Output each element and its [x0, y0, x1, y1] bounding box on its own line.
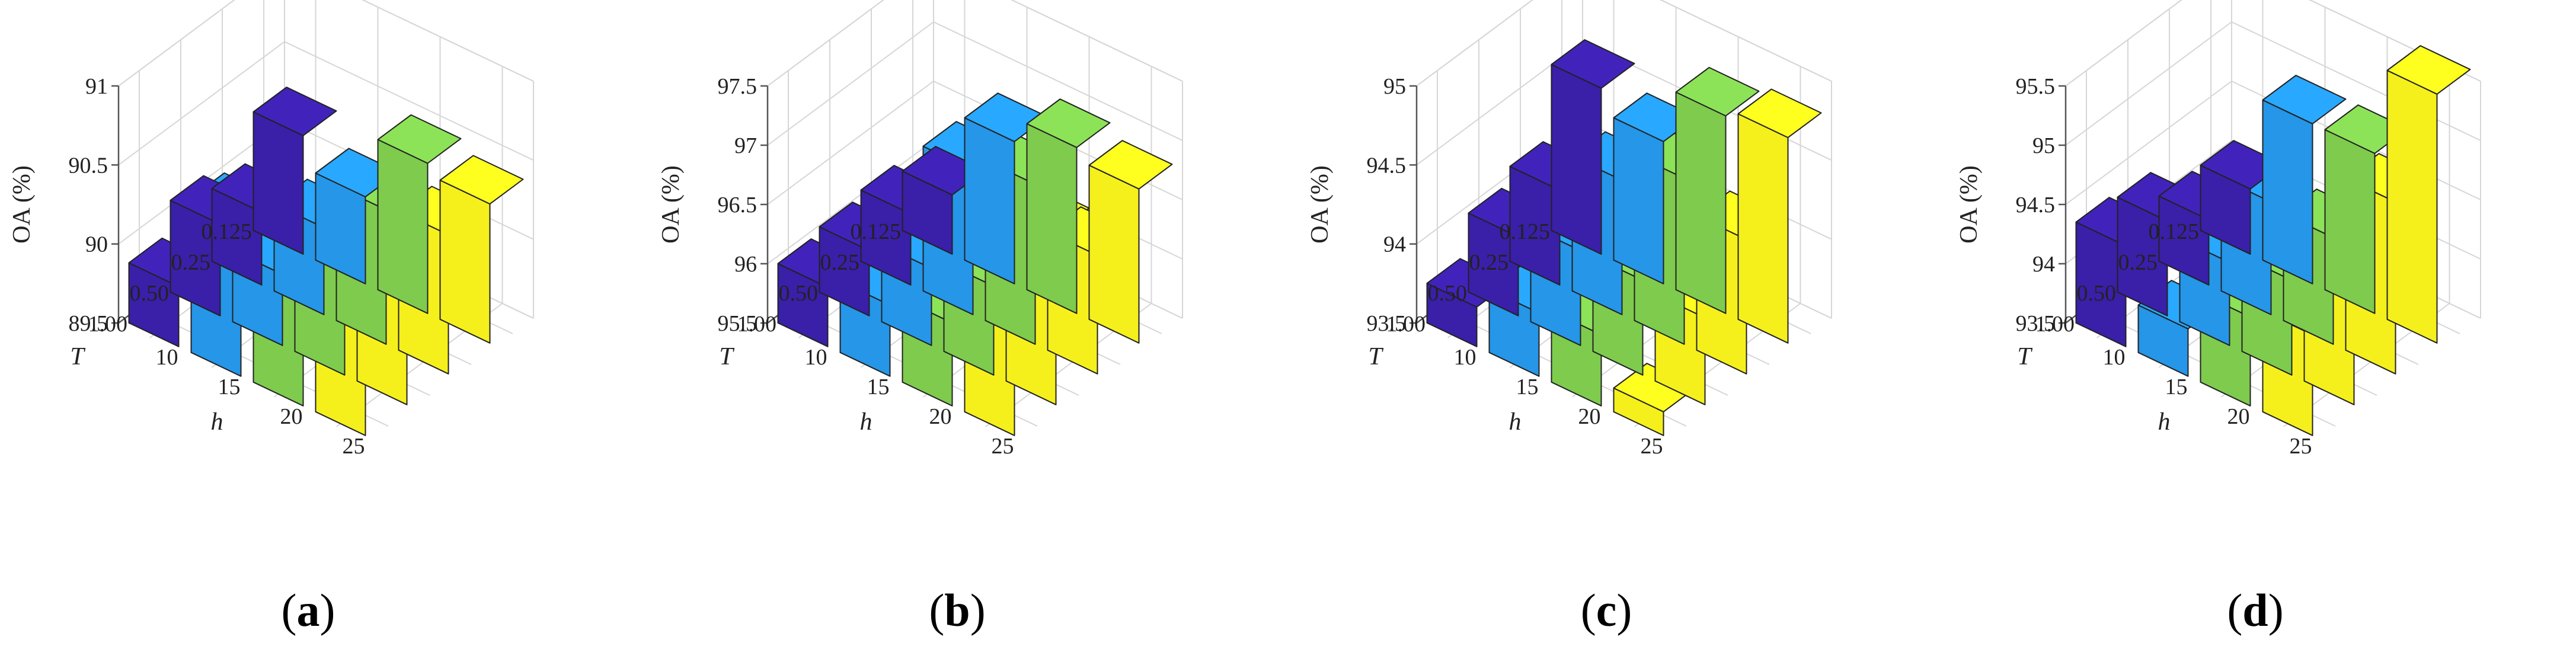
- T-tick-label: 0.125: [1500, 219, 1551, 244]
- caption-d: (d): [2227, 584, 2284, 636]
- h-tick-label: 10: [805, 345, 827, 370]
- T-axis-label: T: [70, 343, 85, 370]
- T-tick-label: 1.00: [2035, 312, 2075, 337]
- h-tick-label: 20: [929, 404, 952, 429]
- z-tick-label: 94.5: [1367, 153, 1407, 178]
- bar-h10-t0.125: [902, 146, 986, 255]
- bar-h10-t0.25: [860, 165, 945, 286]
- z-axis-label: OA (%): [8, 165, 36, 244]
- bar-h15-t0.125: [2262, 75, 2347, 284]
- z-tick-label: 96: [734, 252, 757, 277]
- h-tick-label: 15: [218, 375, 241, 399]
- z-tick-label: 96.5: [718, 193, 758, 218]
- z-tick-label: 95.5: [718, 311, 758, 336]
- z-axis-label: OA (%): [1306, 165, 1334, 244]
- z-tick-label: 90.5: [69, 153, 108, 178]
- T-tick-label: 0.50: [2077, 281, 2117, 306]
- T-tick-label: 0.25: [1469, 250, 1509, 275]
- T-tick-label: 0.125: [2149, 219, 2200, 244]
- chart-panel-a: 89.5 90 90.5 91 OA (%) 0.125 0.250.501.00T 10 15…: [8, 0, 534, 459]
- h-axis-label: h: [2158, 408, 2171, 436]
- z-tick-label: 94: [2032, 252, 2055, 277]
- T-tick-label: 0.125: [851, 219, 902, 244]
- z-tick-label: 90: [85, 232, 108, 257]
- z-tick-label: 93.5: [1367, 311, 1407, 336]
- h-tick-label: 20: [280, 404, 303, 429]
- caption-b: (b): [929, 584, 986, 636]
- bar-h20-t0.125: [2324, 104, 2409, 314]
- caption-c: (c): [1580, 584, 1632, 636]
- h-tick-label: 15: [1516, 375, 1539, 399]
- T-tick-label: 0.125: [202, 219, 253, 244]
- caption-a: (a): [281, 584, 335, 636]
- bars: [777, 92, 1173, 436]
- h-tick-label: 25: [1641, 434, 1663, 459]
- z-tick-label: 95: [1383, 74, 1406, 99]
- bar-h25-t0.125: [1737, 88, 1822, 344]
- h-axis-label: h: [860, 408, 872, 436]
- T-tick-label: 1.00: [737, 312, 777, 337]
- z-tick-label: 94: [1383, 232, 1406, 257]
- bar-h10-t0.50: [1468, 187, 1552, 316]
- bar-h25-t0.125: [2386, 45, 2471, 344]
- z-tick-label: 89.5: [69, 311, 108, 336]
- bars: [2075, 45, 2471, 436]
- z-tick-label: 94.5: [2016, 193, 2056, 218]
- bar-h25-t0.125: [1088, 140, 1173, 344]
- h-tick-label: 25: [992, 434, 1014, 459]
- bar-h25-t1.00: [1613, 363, 1698, 436]
- h-tick-label: 10: [156, 345, 178, 370]
- caption-d-letter: d: [2242, 584, 2268, 636]
- caption-c-letter: c: [1596, 584, 1617, 636]
- h-tick-label: 20: [1578, 404, 1601, 429]
- bar-h20-t0.125: [1675, 66, 1760, 314]
- z-tick-label: 95: [2032, 133, 2055, 158]
- bars: [128, 87, 524, 436]
- chart-panel-b: 95.5 96 96.5 97 97.5 OA (%) 0.125 0.250.501.00T…: [657, 0, 1183, 459]
- T-tick-label: 0.25: [171, 250, 211, 275]
- bar-h20-t0.125: [377, 114, 462, 314]
- h-axis-label: h: [1509, 408, 1522, 436]
- z-tick-label: 91: [85, 74, 108, 99]
- T-axis-label: T: [719, 343, 734, 370]
- bar-h10-t0.125: [253, 87, 337, 255]
- h-tick-label: 10: [2103, 345, 2126, 370]
- bar-h10-t0.50: [170, 175, 254, 316]
- bars: [1426, 39, 1822, 436]
- T-tick-label: 0.50: [779, 281, 819, 306]
- T-tick-label: 0.25: [820, 250, 860, 275]
- caption-a-letter: a: [296, 584, 320, 636]
- T-tick-label: 1.00: [1386, 312, 1426, 337]
- z-tick-label: 97: [734, 133, 757, 158]
- T-tick-label: 0.50: [1428, 281, 1468, 306]
- h-tick-label: 25: [2290, 434, 2312, 459]
- T-axis-label: T: [1368, 343, 1383, 370]
- bar-h10-t0.125: [1551, 39, 1635, 255]
- z-axis-label: OA (%): [657, 165, 685, 244]
- h-tick-label: 25: [343, 434, 365, 459]
- T-tick-label: 0.50: [130, 281, 170, 306]
- z-axis-label: OA (%): [1955, 165, 1983, 244]
- bar-h20-t0.125: [1026, 98, 1111, 314]
- bar-h25-t0.125: [439, 155, 524, 344]
- bar-h15-t0.125: [964, 92, 1049, 284]
- h-tick-label: 10: [1454, 345, 1476, 370]
- caption-b-letter: b: [944, 584, 970, 636]
- chart-panel-c: 93.5 94 94.5 95 OA (%) 0.125 0.250.501.00T 10 15…: [1306, 0, 1832, 459]
- T-axis-label: T: [2017, 343, 2032, 370]
- z-tick-label: 97.5: [718, 74, 758, 99]
- chart-panel-d: 93.5 94 94.5 95 95.5 OA (%) 0.125 0.250.501.00T…: [1955, 0, 2481, 459]
- h-axis-label: h: [211, 408, 223, 436]
- h-tick-label: 20: [2227, 404, 2250, 429]
- z-tick-label: 93.5: [2016, 311, 2056, 336]
- z-tick-label: 95.5: [2016, 74, 2056, 99]
- T-tick-label: 0.25: [2118, 250, 2158, 275]
- h-tick-label: 15: [867, 375, 890, 399]
- bar-h10-t0.125: [2200, 140, 2284, 255]
- T-tick-label: 1.00: [88, 312, 128, 337]
- h-tick-label: 15: [2165, 375, 2188, 399]
